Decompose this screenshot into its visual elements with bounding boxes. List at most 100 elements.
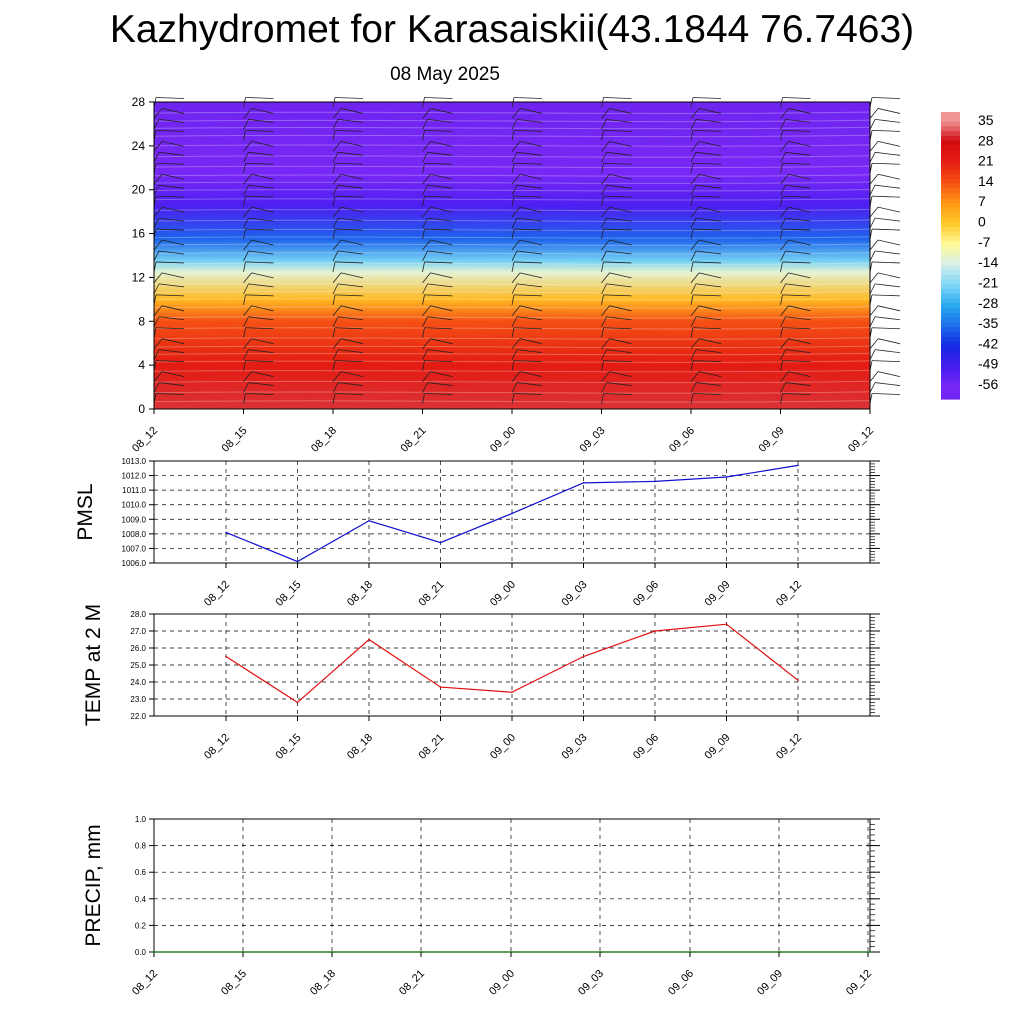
contour-line bbox=[153, 400, 871, 403]
wind-barb bbox=[511, 185, 518, 196]
wind-barb bbox=[698, 272, 722, 279]
wind-barb bbox=[427, 316, 453, 321]
wind-barb bbox=[874, 382, 901, 386]
wind-barb bbox=[601, 239, 610, 251]
colorbar-segment bbox=[941, 155, 960, 161]
wind-barb bbox=[690, 316, 697, 327]
temp-x-tick-label: 08_12 bbox=[202, 732, 232, 762]
wind-barb bbox=[690, 217, 697, 229]
wind-barb bbox=[698, 338, 722, 345]
wind-barb bbox=[609, 272, 632, 279]
heatmap-y-tick-label: 12 bbox=[132, 270, 146, 284]
temp-x-tick-label: 08_18 bbox=[345, 732, 375, 762]
wind-barb bbox=[334, 129, 364, 132]
wind-barb bbox=[251, 371, 274, 377]
wind-barb bbox=[871, 327, 901, 330]
wind-barb bbox=[780, 130, 783, 141]
wind-barb bbox=[690, 327, 694, 338]
wind-barb bbox=[782, 393, 811, 395]
temp-data-point bbox=[225, 655, 227, 658]
wind-barb bbox=[337, 382, 364, 386]
wind-barb bbox=[869, 108, 879, 119]
wind-barb bbox=[692, 129, 722, 132]
wind-barb bbox=[601, 305, 610, 317]
wind-barb bbox=[332, 294, 336, 305]
contour-line bbox=[153, 134, 871, 138]
wind-barb bbox=[606, 217, 632, 222]
wind-barb bbox=[519, 140, 543, 147]
wind-barb bbox=[511, 108, 521, 119]
colorbar-segment bbox=[941, 322, 960, 328]
colorbar-segment bbox=[941, 140, 960, 147]
wind-barb bbox=[690, 294, 694, 305]
wind-barb bbox=[158, 250, 185, 255]
wind-barb bbox=[155, 294, 185, 297]
temp-y-axis-title: TEMP at 2 M bbox=[82, 604, 105, 726]
wind-barb bbox=[780, 393, 783, 404]
wind-barb bbox=[698, 371, 722, 377]
wind-barb bbox=[332, 130, 336, 141]
wind-barb bbox=[153, 250, 160, 262]
wind-barb bbox=[243, 360, 246, 371]
pmsl-data-point bbox=[225, 531, 227, 534]
colorbar-segment bbox=[941, 379, 960, 386]
wind-barb bbox=[603, 327, 632, 330]
wind-barb bbox=[337, 316, 364, 321]
wind-barb bbox=[424, 294, 453, 297]
temp-data-point bbox=[296, 701, 299, 704]
wind-barb bbox=[424, 360, 453, 363]
wind-barb bbox=[340, 239, 364, 246]
wind-barb bbox=[788, 108, 811, 114]
wind-barb bbox=[869, 173, 879, 185]
wind-barb bbox=[245, 360, 274, 363]
wind-barb bbox=[332, 272, 342, 284]
wind-barb bbox=[877, 371, 901, 377]
wind-barb bbox=[245, 327, 274, 330]
wind-barb bbox=[871, 97, 901, 99]
wind-barb bbox=[516, 151, 543, 156]
wind-barb bbox=[337, 119, 364, 123]
wind-barb bbox=[869, 250, 876, 262]
colorbar-segment bbox=[941, 265, 960, 271]
wind-barb bbox=[243, 239, 252, 251]
wind-barb bbox=[606, 184, 632, 189]
wind-barb bbox=[248, 250, 274, 255]
wind-barb bbox=[782, 327, 811, 330]
wind-barb bbox=[153, 338, 163, 349]
wind-barb bbox=[690, 283, 697, 295]
wind-barb bbox=[332, 206, 342, 218]
wind-barb bbox=[780, 141, 789, 152]
wind-barb bbox=[871, 129, 901, 132]
wind-barb bbox=[874, 184, 901, 189]
wind-barb bbox=[332, 196, 336, 207]
wind-barb bbox=[427, 119, 453, 123]
wind-barb bbox=[601, 141, 610, 152]
precip-data-point bbox=[869, 951, 871, 953]
wind-barb bbox=[422, 196, 425, 207]
wind-barb bbox=[243, 108, 252, 119]
pmsl-y-axis-title: PMSL bbox=[74, 483, 97, 540]
colorbar-segment bbox=[941, 236, 960, 242]
wind-barb bbox=[251, 272, 274, 279]
colorbar-segment bbox=[941, 250, 960, 257]
wind-barb bbox=[609, 173, 632, 180]
wind-barb bbox=[601, 206, 610, 218]
colorbar-segment bbox=[941, 183, 960, 190]
wind-barb bbox=[513, 97, 543, 99]
wind-barb bbox=[422, 305, 431, 317]
wind-barb bbox=[519, 206, 543, 213]
wind-barb bbox=[695, 382, 722, 386]
wind-barb bbox=[340, 371, 364, 377]
wind-barb bbox=[516, 316, 543, 321]
wind-barb bbox=[243, 196, 246, 207]
wind-barb bbox=[332, 250, 339, 262]
wind-barb bbox=[695, 184, 722, 189]
wind-barb bbox=[161, 206, 185, 213]
wind-barb bbox=[511, 228, 515, 240]
wind-barb bbox=[332, 349, 339, 360]
wind-barb bbox=[516, 250, 543, 255]
wind-barb bbox=[332, 316, 339, 327]
wind-barb bbox=[422, 283, 428, 295]
temp-data-point bbox=[797, 679, 799, 682]
colorbar-segment bbox=[941, 284, 960, 290]
